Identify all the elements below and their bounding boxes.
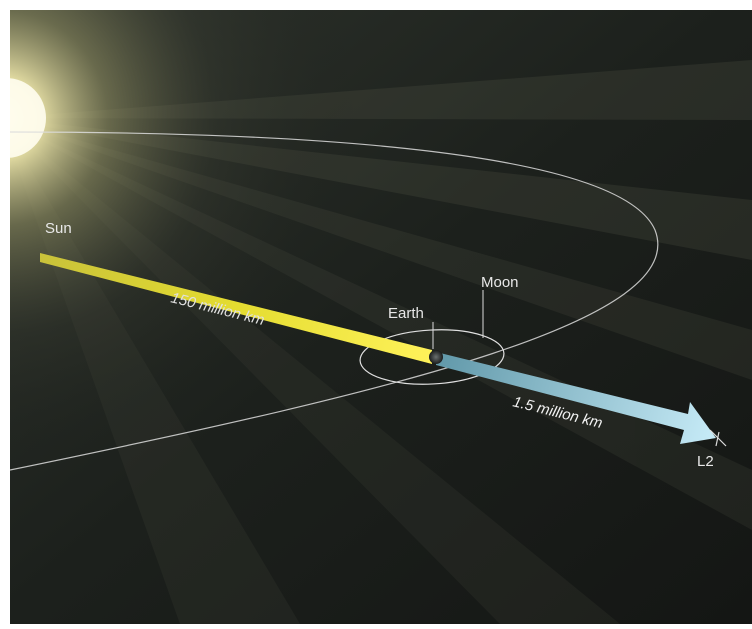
earth-l2-arrow xyxy=(436,352,716,444)
sun-icon xyxy=(10,78,46,158)
moon-orbit-ellipse xyxy=(359,329,505,385)
earth-label: Earth xyxy=(388,305,424,322)
sun-label: Sun xyxy=(45,220,72,237)
earth-orbit-line xyxy=(10,131,659,471)
sun-earth-beam xyxy=(40,253,432,364)
l2-label: L2 xyxy=(697,453,714,470)
l2-marker-line-b xyxy=(715,431,720,447)
moon-label: Moon xyxy=(481,274,519,291)
earth-icon xyxy=(429,350,443,364)
